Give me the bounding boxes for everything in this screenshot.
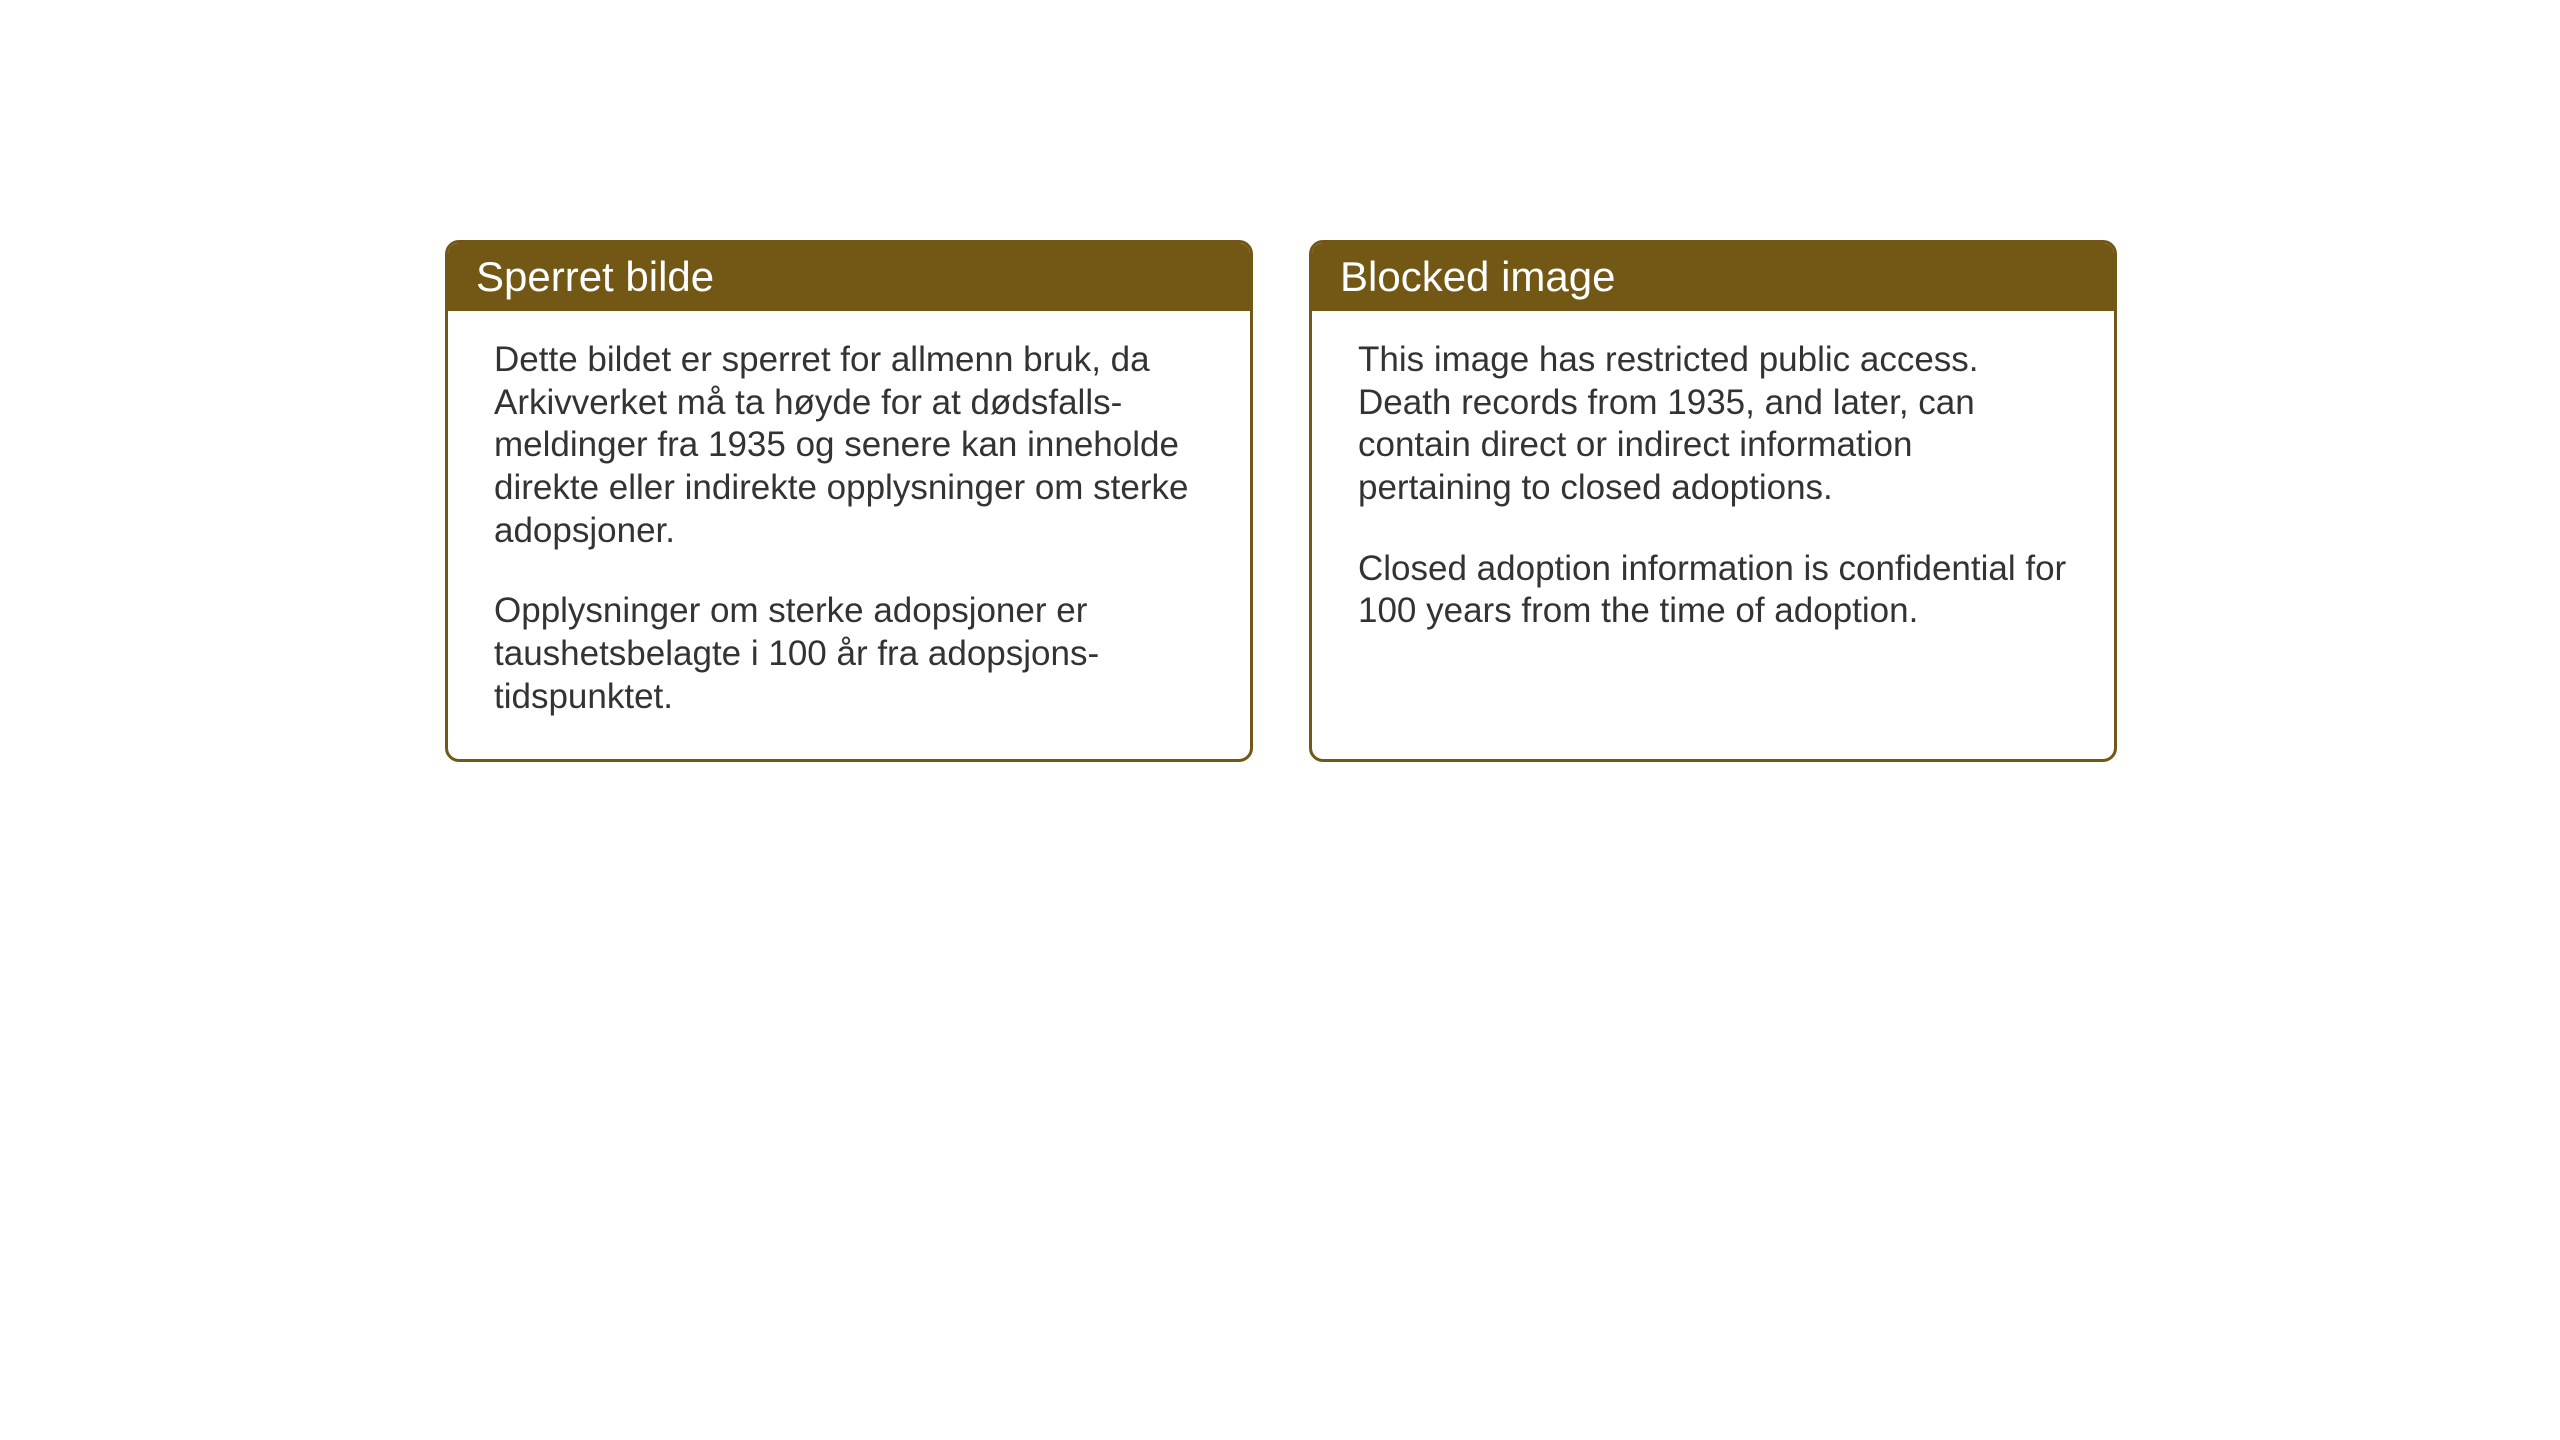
notice-paragraph-1-norwegian: Dette bildet er sperret for allmenn bruk… bbox=[494, 339, 1204, 552]
notice-title-english: Blocked image bbox=[1340, 253, 1615, 300]
notice-header-norwegian: Sperret bilde bbox=[448, 243, 1250, 311]
notice-paragraph-2-norwegian: Opplysninger om sterke adopsjoner er tau… bbox=[494, 590, 1204, 718]
notice-paragraph-1-english: This image has restricted public access.… bbox=[1358, 339, 2068, 510]
notice-card-english: Blocked image This image has restricted … bbox=[1309, 240, 2117, 762]
notice-container: Sperret bilde Dette bildet er sperret fo… bbox=[445, 240, 2117, 762]
notice-header-english: Blocked image bbox=[1312, 243, 2114, 311]
notice-body-english: This image has restricted public access.… bbox=[1312, 311, 2114, 759]
notice-title-norwegian: Sperret bilde bbox=[476, 253, 714, 300]
notice-paragraph-2-english: Closed adoption information is confident… bbox=[1358, 548, 2068, 633]
notice-body-norwegian: Dette bildet er sperret for allmenn bruk… bbox=[448, 311, 1250, 759]
notice-card-norwegian: Sperret bilde Dette bildet er sperret fo… bbox=[445, 240, 1253, 762]
